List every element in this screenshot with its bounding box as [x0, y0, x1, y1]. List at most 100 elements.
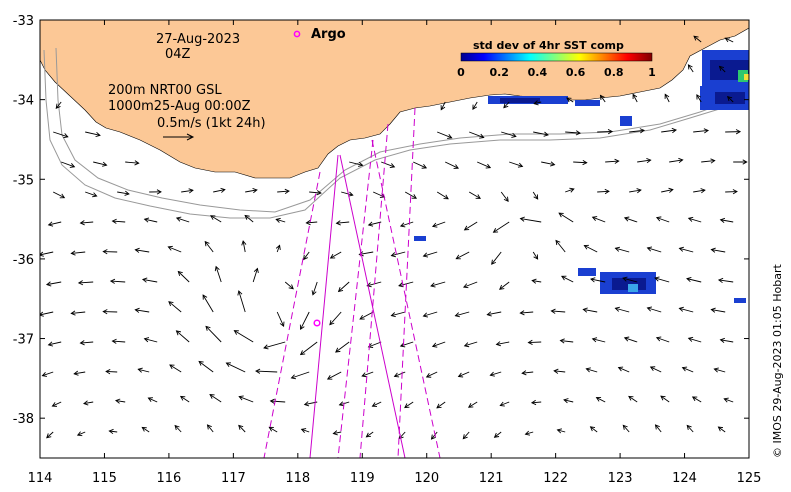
y-tick-label: -35 [13, 173, 34, 188]
velocity-arrow [440, 101, 446, 111]
velocity-arrow [51, 401, 62, 407]
velocity-arrow [361, 371, 374, 378]
velocity-arrow [61, 161, 76, 168]
velocity-arrow [40, 251, 54, 257]
velocity-arrow [472, 101, 478, 111]
velocity-arrow [367, 221, 382, 227]
velocity-arrow [646, 246, 662, 253]
velocity-arrow [134, 307, 150, 313]
y-axis-ticks: -33 -34 -35 -36 -37 -38 [13, 14, 749, 427]
velocity-arrow [492, 221, 510, 233]
velocity-arrow [241, 240, 247, 253]
velocity-arrow [462, 431, 470, 440]
velocity-arrow [550, 308, 566, 314]
velocity-arrow [628, 395, 638, 403]
velocity-arrow [499, 281, 510, 290]
y-tick-label: -38 [13, 412, 34, 427]
velocity-arrow [335, 341, 350, 353]
velocity-arrow [309, 190, 322, 196]
velocity-arrow [276, 311, 285, 328]
velocity-arrow [533, 100, 542, 106]
velocity-arrow [79, 340, 94, 346]
velocity-arrow [678, 306, 694, 313]
x-tick-label: 124 [672, 471, 697, 486]
velocity-arrow [167, 245, 182, 253]
velocity-arrow [269, 398, 286, 404]
x-tick-label: 117 [221, 471, 246, 486]
velocity-arrow [710, 247, 726, 253]
velocity-arrow [109, 278, 126, 284]
velocity-arrow [531, 278, 542, 284]
colorbar-tick-label: 0 [457, 66, 465, 79]
velocity-arrow [521, 370, 534, 376]
velocity-arrow [53, 131, 69, 139]
velocity-arrow [623, 336, 638, 343]
velocity-arrow [530, 399, 542, 406]
velocity-arrow [462, 281, 478, 289]
x-tick-label: 120 [414, 471, 439, 486]
velocity-arrow [175, 330, 190, 343]
velocity-arrow [649, 366, 662, 373]
velocity-arrow [527, 339, 542, 345]
velocity-arrow [573, 159, 588, 166]
velocity-arrow [491, 251, 502, 265]
velocity-arrow [430, 431, 438, 440]
contour-1000m [55, 47, 749, 213]
velocity-arrow [40, 311, 54, 317]
velocity-arrow [311, 281, 318, 296]
velocity-arrow [622, 276, 638, 283]
velocity-arrow [349, 161, 364, 167]
velocity-arrow [125, 160, 140, 166]
velocity-arrow [85, 191, 98, 198]
velocity-arrow [661, 187, 674, 193]
velocity-arrow [597, 129, 614, 135]
velocity-arrow [393, 371, 406, 378]
velocity-arrow [469, 131, 485, 139]
velocity-arrow [468, 191, 481, 199]
sst-variability-patches [414, 50, 749, 303]
velocity-arrow [169, 364, 182, 373]
velocity-arrow [463, 341, 478, 348]
velocity-arrow [477, 161, 492, 169]
velocity-arrow [299, 341, 318, 356]
velocity-arrow [83, 400, 94, 406]
velocity-arrow [436, 191, 449, 200]
velocity-arrow [367, 341, 382, 348]
velocity-arrow [255, 368, 278, 374]
colorbar-ticks: 0 0.2 0.4 0.6 0.8 1 [457, 66, 656, 79]
plot-frame [39, 19, 750, 459]
velocity-arrow [556, 428, 566, 434]
velocity-arrow [681, 366, 694, 373]
velocity-arrow [137, 367, 150, 373]
velocity-arrow [669, 157, 684, 164]
velocity-arrow [210, 215, 222, 223]
velocity-arrow [237, 290, 246, 313]
velocity-arrow [175, 216, 190, 223]
velocity-arrow [404, 191, 418, 199]
velocity-arrows [40, 35, 748, 440]
velocity-arrow [177, 270, 190, 283]
velocity-arrow [632, 93, 638, 103]
velocity-arrow [390, 251, 406, 258]
velocity-arrow [45, 281, 62, 287]
velocity-arrow [41, 371, 54, 377]
velocity-arrow [489, 371, 502, 377]
velocity-arrow [686, 276, 702, 283]
velocity-arrow [47, 221, 62, 227]
velocity-arrow [622, 424, 630, 433]
velocity-arrow [591, 337, 606, 343]
velocity-arrow [179, 395, 190, 403]
velocity-arrow [693, 35, 702, 43]
credit-text: © IMOS 29-Aug-2023 01:05 Hobart [771, 264, 784, 458]
velocity-arrow [629, 128, 646, 134]
velocity-arrow [710, 307, 726, 313]
velocity-arrow [454, 311, 470, 318]
velocity-arrow [532, 191, 539, 200]
velocity-arrow [149, 189, 162, 195]
velocity-arrow [55, 101, 62, 109]
velocity-arrow [52, 191, 66, 199]
velocity-arrow [654, 276, 670, 283]
velocity-arrow [102, 309, 118, 315]
velocity-arrow [359, 311, 374, 320]
velocity-arrow [214, 265, 222, 283]
